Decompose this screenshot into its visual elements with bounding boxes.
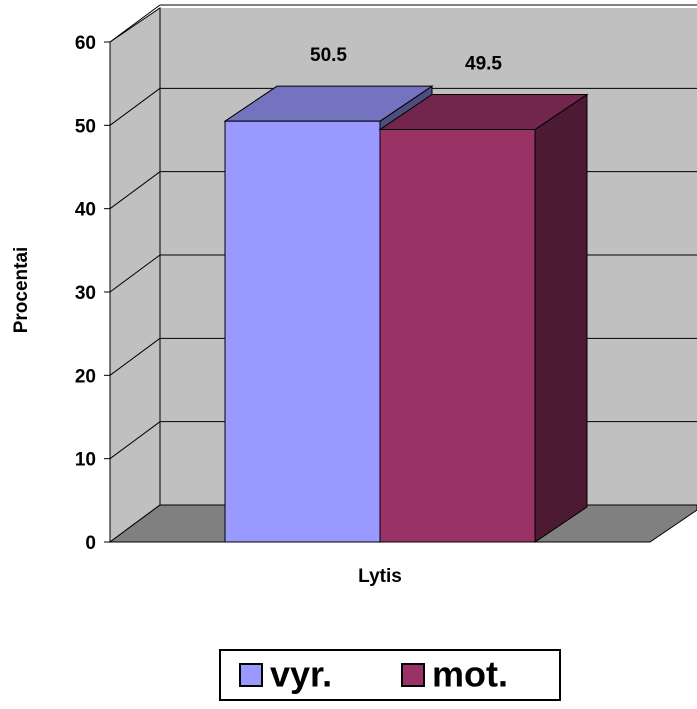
legend — [219, 649, 561, 701]
y-tick-label: 10 — [75, 450, 96, 471]
y-tick-label: 20 — [75, 366, 96, 387]
grid-line — [109, 171, 161, 210]
legend-swatch — [239, 663, 263, 687]
y-tick-label: 60 — [75, 33, 96, 54]
bar — [224, 120, 381, 543]
bar-side — [534, 93, 588, 543]
y-tick-label: 50 — [75, 116, 96, 137]
grid-line — [109, 254, 161, 293]
grid-line — [109, 337, 161, 376]
y-tick-label: 40 — [75, 200, 96, 221]
legend-swatch — [401, 663, 425, 687]
value-label: 50.5 — [310, 45, 347, 66]
y-tick-label: 30 — [75, 283, 96, 304]
legend-label: vyr. — [270, 654, 332, 695]
legend-label: mot. — [432, 654, 508, 695]
y-tick-label: 0 — [85, 533, 96, 554]
value-label: 49.5 — [465, 54, 502, 75]
y-axis-label: Procentai — [11, 247, 32, 334]
grid-line — [109, 87, 161, 126]
x-axis-label: Lytis — [358, 566, 402, 587]
grid-line — [109, 4, 161, 43]
side-wall — [109, 7, 161, 543]
grid-line — [109, 421, 161, 460]
bar — [379, 129, 536, 543]
